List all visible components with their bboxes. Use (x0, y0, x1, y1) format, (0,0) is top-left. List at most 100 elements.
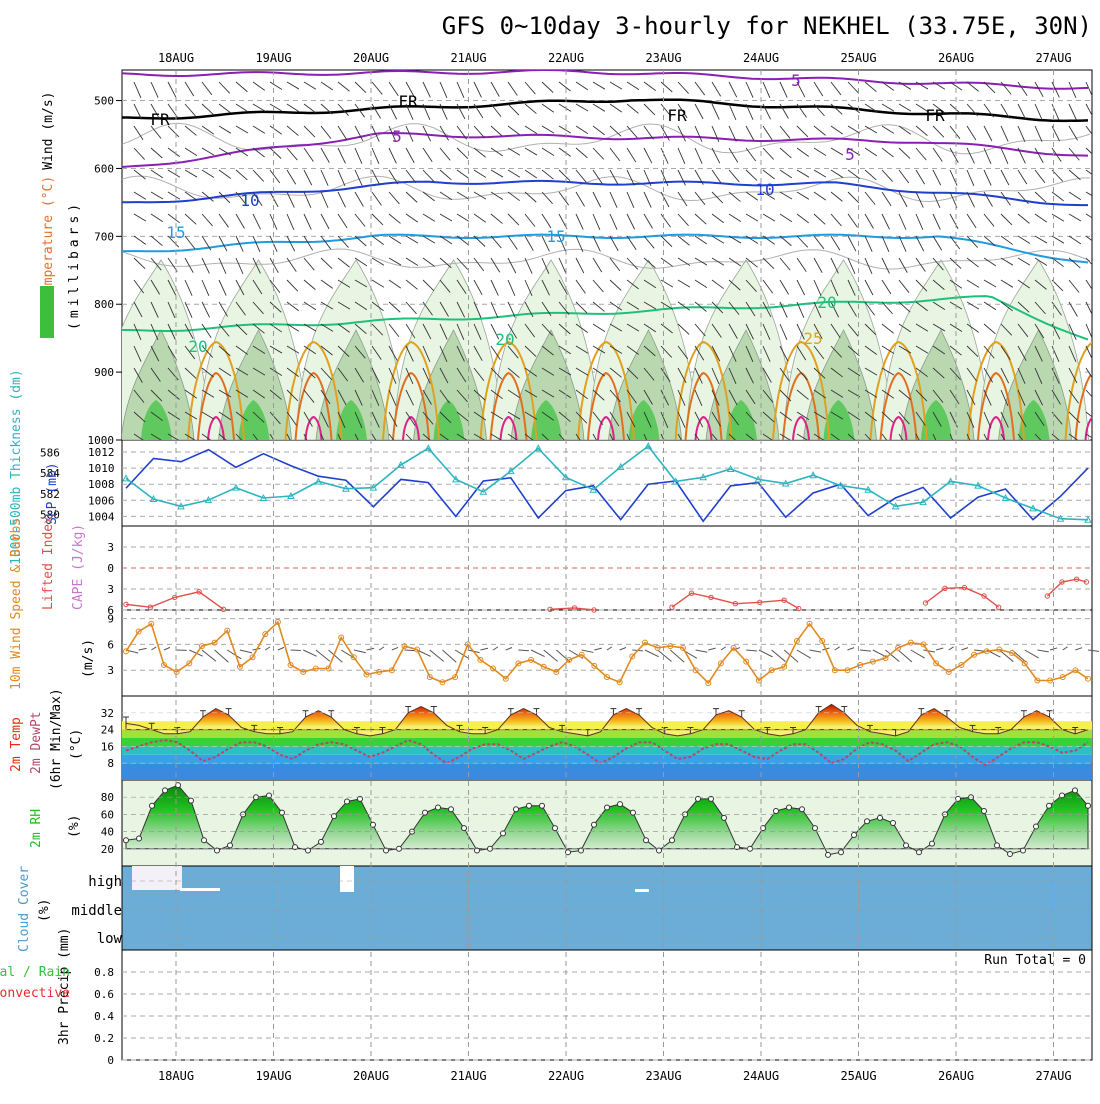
rh2m-point (982, 808, 987, 813)
rh2m-point (787, 805, 792, 810)
rh2m-ylabel: 2m RH (29, 809, 44, 848)
rh2m-point (722, 815, 727, 820)
cloud-level-label: middle (71, 903, 122, 919)
date-label-bottom: 25AUG (840, 1069, 876, 1083)
date-label-bottom: 21AUG (450, 1069, 486, 1083)
rh2m-point (891, 821, 896, 826)
wind-ytick: 6 (107, 638, 114, 651)
temperature-label: Temperature (°C) (41, 176, 56, 301)
contour-label: FR (150, 110, 170, 129)
slp-ytick: 1004 (88, 510, 115, 523)
temp-band (122, 763, 1092, 780)
date-label-top: 24AUG (743, 51, 779, 65)
svg-text:CAPE (J/kg): CAPE (J/kg) (71, 524, 86, 610)
rh2m-point (228, 843, 233, 848)
contour-label: 5 (791, 71, 801, 90)
upper-air-ytick: 600 (94, 162, 114, 175)
precip-ytick: 0.4 (94, 1010, 114, 1023)
millibars-label: (millibars) (67, 200, 82, 330)
rh2m-point (345, 799, 350, 804)
svg-text:Lifted Index: Lifted Index (41, 516, 56, 610)
rh2m-point (553, 826, 558, 831)
rh2m-point (462, 826, 467, 831)
contour-label: 10 (240, 191, 259, 210)
date-label-top: 26AUG (938, 51, 974, 65)
rh2m-point (592, 822, 597, 827)
lifted-index-ylabel: Lifted Index (41, 516, 56, 610)
contour-label: 20 (817, 293, 836, 312)
date-label-bottom: 18AUG (158, 1069, 194, 1083)
rh2m-ytick: 60 (101, 808, 114, 821)
contour-label: 25 (803, 329, 822, 348)
axis-titles: RH (%)Temperature (°C)Wind (m/s) (millib… (0, 92, 96, 1045)
wind-label: Wind (m/s) (41, 92, 56, 170)
rh2m-point (800, 807, 805, 812)
svg-text:2m RH: 2m RH (29, 809, 44, 848)
contour-label: FR (667, 106, 687, 125)
date-label-top: 27AUG (1035, 51, 1071, 65)
panel-frames (122, 70, 1092, 1060)
date-label-top: 18AUG (158, 51, 194, 65)
date-label-top: 22AUG (548, 51, 584, 65)
precip-ytick: 0.6 (94, 988, 114, 1001)
stability-ytick: 0 (107, 562, 114, 575)
rh2m-point (319, 839, 324, 844)
wind-ytick: 9 (107, 613, 114, 626)
date-label-top: 19AUG (255, 51, 291, 65)
wind10m-units: (m/s) (81, 639, 96, 678)
precip-ytick: 0 (107, 1054, 114, 1067)
rh2m-point (150, 803, 155, 808)
temp2m-ytick: 8 (107, 757, 114, 770)
slp-ylabel: SLP (mb) (45, 462, 60, 525)
contour-label: 20 (495, 330, 514, 349)
thickness-ytick: 586 (40, 446, 60, 459)
date-label-top: 20AUG (353, 51, 389, 65)
svg-text:(%): (%) (37, 899, 52, 922)
rh2m-point (449, 807, 454, 812)
rh2m-point (878, 815, 883, 820)
contour-label: FR (398, 92, 418, 111)
convective-label: Convective (0, 986, 70, 1001)
svg-text:2m Temp: 2m Temp (9, 717, 24, 772)
cloud-gap-high (340, 866, 354, 892)
rh2m-point (774, 808, 779, 813)
cloud-frame (122, 866, 1092, 950)
precip-ytick: 0.8 (94, 966, 114, 979)
cloud-level-label: high (88, 874, 122, 890)
svg-text:(°C): (°C) (69, 729, 84, 760)
slp-ytick: 1008 (88, 478, 115, 491)
cloud-gap-high (180, 888, 220, 891)
rh2m-point (904, 843, 909, 848)
chart-title: GFS 0~10day 3-hourly for NEKHEL (33.75E,… (442, 12, 1092, 40)
rh2m-point (436, 805, 441, 810)
rh2m-point (995, 843, 1000, 848)
slp-ytick: 1012 (88, 446, 115, 459)
wind-barb (404, 650, 414, 651)
date-label-bottom: 23AUG (645, 1069, 681, 1083)
contour-label: 15 (546, 227, 565, 246)
rh2m-point (813, 826, 818, 831)
precip-frame (122, 950, 1092, 1060)
rh2m-point (631, 810, 636, 815)
dewpt-ylabel: 2m DewPt (29, 711, 44, 774)
wind10m-ylabel: 10m Wind Speed & Barbs (9, 518, 24, 690)
svg-text:(%): (%) (67, 815, 82, 838)
cloud-gap-high (132, 866, 182, 890)
minmax-ylabel: (6hr Min/Max) (49, 688, 64, 790)
cape-ylabel: CAPE (J/kg) (71, 524, 86, 610)
date-label-top: 23AUG (645, 51, 681, 65)
date-label-bottom: 19AUG (255, 1069, 291, 1083)
cloud-gap-high (635, 889, 649, 892)
rh2m-point (748, 846, 753, 851)
temp2m-ytick: 16 (101, 740, 114, 753)
contour-label: 5 (392, 127, 402, 146)
rh2m-point (826, 852, 831, 857)
rh2m-point (839, 850, 844, 855)
temp2m-ytick: 24 (101, 724, 115, 737)
rh2m-point (930, 841, 935, 846)
upper-air-ytick: 500 (94, 95, 114, 108)
wind-ytick: 3 (107, 664, 114, 677)
